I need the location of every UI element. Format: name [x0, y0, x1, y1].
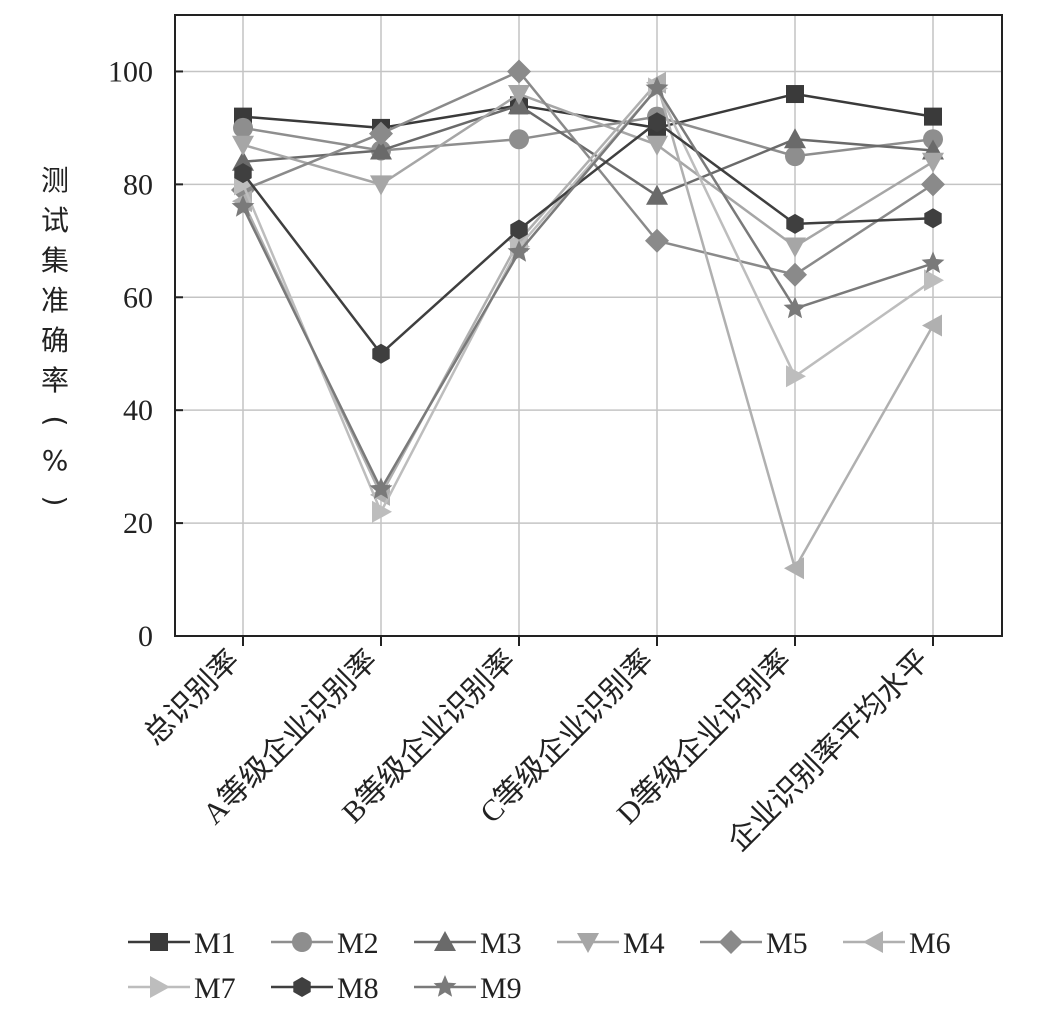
y-tick-label: 0: [138, 620, 153, 653]
y-tick-label: 60: [123, 281, 153, 314]
series-m9-line: [241, 87, 934, 491]
series-m9-point: [507, 240, 531, 262]
series-m9-point: [645, 76, 669, 99]
series-m2-line: [242, 115, 934, 158]
series-m3-line: [242, 104, 934, 197]
legend-item-m6: M6: [843, 927, 951, 960]
series-m9-point: [231, 194, 255, 217]
series-m8-line: [242, 121, 934, 355]
series-m5-point: [921, 172, 945, 197]
series-group: [231, 59, 945, 580]
series-m2-point: [509, 129, 529, 150]
series-m3-point: [370, 139, 392, 160]
y-axis-label-char: (: [39, 416, 72, 427]
y-axis-label-char: ): [39, 496, 72, 507]
y-axis-label-char: 确: [41, 324, 69, 357]
series-m7-point: [924, 269, 944, 292]
y-tick-label: 20: [123, 507, 153, 540]
series-m2-point: [233, 117, 253, 138]
y-tick-label: 100: [108, 55, 153, 88]
legend-marker-m5: [719, 930, 743, 954]
series-m1-point: [924, 107, 942, 126]
series-m8: [234, 112, 942, 364]
series-m5-point: [783, 262, 807, 287]
series-m4-point: [232, 135, 254, 156]
series-m4-line: [242, 92, 934, 248]
series-m8-point: [786, 213, 804, 234]
series-m7-point: [786, 365, 806, 388]
y-tick-label: 40: [123, 394, 153, 427]
series-m1-line: [242, 92, 934, 130]
series-m9-point: [369, 477, 393, 499]
series-m6-point: [922, 314, 942, 337]
legend-marker-m3: [434, 931, 456, 951]
y-axis-label-char: 测: [41, 164, 69, 197]
series-m5-point: [645, 228, 669, 253]
series-m4-point: [646, 135, 668, 156]
legend-label-m8: M8: [337, 972, 379, 1005]
legend-label-m5: M5: [766, 927, 808, 960]
legend-marker-m1: [150, 933, 168, 951]
legend-label-m9: M9: [480, 972, 522, 1005]
legend-marker-m9: [433, 975, 457, 997]
y-axis-label-char: %: [42, 444, 69, 477]
series-m6-line: [241, 81, 935, 570]
plot-frame: [174, 14, 1003, 637]
series-m5-point: [369, 121, 393, 146]
series-m9-point: [921, 251, 945, 274]
legend-label-m3: M3: [480, 927, 522, 960]
legend-item-m3: M3: [414, 927, 522, 960]
series-m5-point: [507, 59, 531, 84]
legend-label-m1: M1: [194, 927, 236, 960]
series-m1-point: [786, 85, 804, 104]
series-m3-point: [646, 184, 668, 205]
series-m7-point: [372, 500, 392, 523]
series-m4: [232, 85, 944, 258]
y-axis-label-char: 集: [41, 244, 69, 277]
legend-marker-m7: [150, 976, 170, 998]
legend-item-m5: M5: [700, 927, 808, 960]
y-axis-label-char: 准: [41, 284, 69, 317]
legend-item-m1: M1: [128, 927, 236, 960]
series-m7-line: [241, 87, 934, 514]
series-m2-point: [785, 146, 805, 167]
legend-item-m8: M8: [271, 972, 379, 1005]
series-m5-line: [242, 70, 934, 276]
y-axis-label-char: 率: [41, 364, 69, 397]
legend-item-m2: M2: [271, 927, 379, 960]
legend-marker-m2: [292, 932, 312, 952]
series-m4-point: [508, 85, 530, 105]
y-axis-label-char: 试: [41, 204, 69, 237]
series-m4-point: [784, 237, 806, 258]
series-m8-point: [372, 343, 390, 364]
series-m9-point: [783, 296, 807, 319]
series-m6-point: [784, 557, 804, 580]
series-m8-point: [648, 112, 666, 133]
legend-label-m7: M7: [194, 972, 236, 1005]
legend-marker-m8: [293, 977, 311, 997]
series-m8-point: [510, 219, 528, 240]
legend-item-m7: M7: [128, 972, 236, 1005]
legend-label-m2: M2: [337, 927, 379, 960]
legend-marker-m6: [863, 931, 883, 953]
legend-label-m6: M6: [909, 927, 951, 960]
x-tick-label: 总识别率: [138, 644, 246, 752]
series-m2-point: [923, 129, 943, 150]
legend: M1 M2 M3 M4 M5 M6 M7 M8 M9: [128, 927, 951, 1005]
series-m8-point: [234, 163, 252, 184]
legend-item-m9: M9: [414, 972, 522, 1005]
legend-marker-m4: [577, 933, 599, 953]
series-m3-point: [232, 150, 254, 171]
y-tick-label: 80: [123, 168, 153, 201]
series-m9: [231, 76, 945, 499]
series-m4-point: [370, 175, 392, 196]
legend-item-m4: M4: [557, 927, 665, 960]
series-m8-point: [924, 208, 942, 229]
legend-label-m4: M4: [623, 927, 665, 960]
series-m4-point: [922, 152, 944, 173]
series-m3-point: [784, 128, 806, 149]
